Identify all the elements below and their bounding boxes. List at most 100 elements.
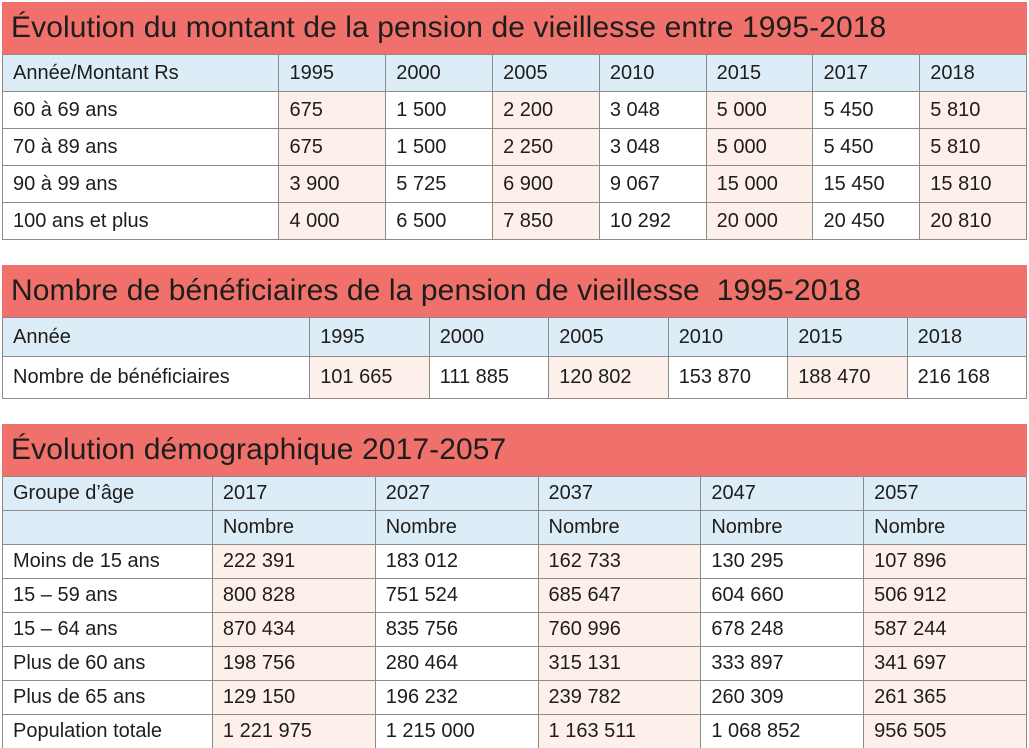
value-cell: 604 660	[700, 578, 865, 613]
value-cell: 111 885	[428, 356, 550, 399]
column-header: 2000	[385, 54, 494, 92]
column-header: Nombre	[374, 510, 539, 545]
value-cell: 1 215 000	[374, 714, 539, 748]
value-cell: 315 131	[537, 646, 702, 681]
column-header: 2005	[492, 54, 600, 92]
value-cell: 5 725	[385, 165, 494, 203]
value-cell: 3 048	[598, 128, 707, 166]
table-row: 100 ans et plus 4 000 6 500 7 850 10 292 20 0…	[1, 202, 1027, 240]
value-cell: 222 391	[211, 544, 376, 579]
section-demographics: Évolution démographique 2017-2057 Groupe…	[2, 424, 1027, 748]
value-cell: 678 248	[700, 612, 865, 647]
value-cell: 5 810	[919, 91, 1027, 129]
column-header: 2018	[919, 54, 1027, 92]
value-cell: 800 828	[211, 578, 376, 613]
value-cell: 7 850	[492, 202, 600, 240]
row-label-header: Groupe d’âge	[2, 476, 213, 511]
value-cell: 3 900	[278, 165, 387, 203]
row-label-cell: Moins de 15 ans	[2, 544, 213, 579]
value-cell: 280 464	[374, 646, 539, 681]
value-cell: 760 996	[537, 612, 702, 647]
value-cell: 956 505	[863, 714, 1027, 748]
column-header: 2000	[428, 317, 550, 357]
row-label-cell: 70 à 89 ans	[1, 128, 280, 166]
value-cell: 5 810	[919, 128, 1027, 166]
value-cell: 20 000	[705, 202, 814, 240]
value-cell: 685 647	[537, 578, 702, 613]
value-cell: 5 450	[812, 128, 921, 166]
beneficiaries-table: Année 1995 2000 2005 2010 2015 2018 Nombre de b…	[1, 317, 1028, 399]
value-cell: 20 810	[919, 202, 1027, 240]
column-header: 1995	[278, 54, 387, 92]
table-row: 90 à 99 ans 3 900 5 725 6 900 9 067 15 000 15 …	[1, 165, 1027, 203]
value-cell: 162 733	[537, 544, 702, 579]
value-cell: 216 168	[906, 356, 1028, 399]
value-cell: 835 756	[374, 612, 539, 647]
column-header: Nombre	[537, 510, 702, 545]
value-cell: 1 500	[385, 128, 494, 166]
header-row: Groupe d’âge 2017 2027 2037 2047 2057	[2, 476, 1027, 511]
value-cell: 101 665	[309, 356, 430, 399]
value-cell: 20 450	[812, 202, 921, 240]
value-cell: 506 912	[863, 578, 1027, 613]
value-cell: 587 244	[863, 612, 1027, 647]
header-row: Année/Montant Rs 1995 2000 2005 2010 2015 2017…	[1, 54, 1027, 92]
value-cell: 4 000	[278, 202, 387, 240]
value-cell: 15 810	[919, 165, 1027, 203]
section-beneficiaries: Nombre de bénéficiaires de la pension de…	[1, 265, 1028, 399]
column-header: 2027	[374, 476, 539, 511]
row-label-cell: 60 à 69 ans	[1, 91, 280, 129]
value-cell: 107 896	[863, 544, 1027, 579]
table-row: Moins de 15 ans 222 391 183 012 162 733 130 …	[2, 544, 1027, 579]
row-label-header: Année	[1, 317, 311, 357]
column-header: Nombre	[211, 510, 376, 545]
value-cell: 183 012	[374, 544, 539, 579]
value-cell: 341 697	[863, 646, 1027, 681]
table-row: 15 – 59 ans 800 828 751 524 685 647 604 660 5…	[2, 578, 1027, 613]
value-cell: 333 897	[700, 646, 865, 681]
column-header: 2010	[598, 54, 707, 92]
value-cell: 5 450	[812, 91, 921, 129]
column-header: 2037	[537, 476, 702, 511]
value-cell: 5 000	[705, 91, 814, 129]
value-cell: 15 000	[705, 165, 814, 203]
row-label-cell: Population totale	[2, 714, 213, 748]
value-cell: 675	[278, 128, 387, 166]
value-cell: 675	[278, 91, 387, 129]
column-header: 1995	[309, 317, 430, 357]
value-cell: 129 150	[211, 680, 376, 715]
value-cell: 5 000	[705, 128, 814, 166]
value-cell: 153 870	[667, 356, 789, 399]
value-cell: 120 802	[548, 356, 669, 399]
row-label-cell: 90 à 99 ans	[1, 165, 280, 203]
row-label-cell: 15 – 64 ans	[2, 612, 213, 647]
value-cell: 751 524	[374, 578, 539, 613]
value-cell: 188 470	[787, 356, 908, 399]
column-header: 2017	[211, 476, 376, 511]
value-cell: 10 292	[598, 202, 707, 240]
table-row: Population totale 1 221 975 1 215 000 1 163…	[2, 714, 1027, 748]
value-cell: 130 295	[700, 544, 865, 579]
column-header: 2005	[548, 317, 669, 357]
table-row: 15 – 64 ans 870 434 835 756 760 996 678 248 5…	[2, 612, 1027, 647]
row-label-header: Année/Montant Rs	[1, 54, 280, 92]
row-label-cell: Plus de 65 ans	[2, 680, 213, 715]
column-header: 2047	[700, 476, 865, 511]
value-cell: 870 434	[211, 612, 376, 647]
row-label-cell: Plus de 60 ans	[2, 646, 213, 681]
subheader-row: Nombre Nombre Nombre Nombre Nombre	[2, 510, 1027, 545]
row-label-header	[2, 510, 213, 545]
value-cell: 2 200	[492, 91, 600, 129]
column-header: 2057	[863, 476, 1027, 511]
value-cell: 261 365	[863, 680, 1027, 715]
value-cell: 6 900	[492, 165, 600, 203]
pension-amounts-title: Évolution du montant de la pension de vi…	[2, 2, 1027, 54]
table-row: Plus de 65 ans 129 150 196 232 239 782 260 3…	[2, 680, 1027, 715]
column-header: Nombre	[863, 510, 1027, 545]
value-cell: 2 250	[492, 128, 600, 166]
pension-amounts-table: Année/Montant Rs 1995 2000 2005 2010 2015 2017…	[1, 54, 1027, 240]
column-header: Nombre	[700, 510, 865, 545]
row-label-cell: 100 ans et plus	[1, 202, 280, 240]
section-pension-amounts: Évolution du montant de la pension de vi…	[1, 2, 1027, 240]
value-cell: 3 048	[598, 91, 707, 129]
